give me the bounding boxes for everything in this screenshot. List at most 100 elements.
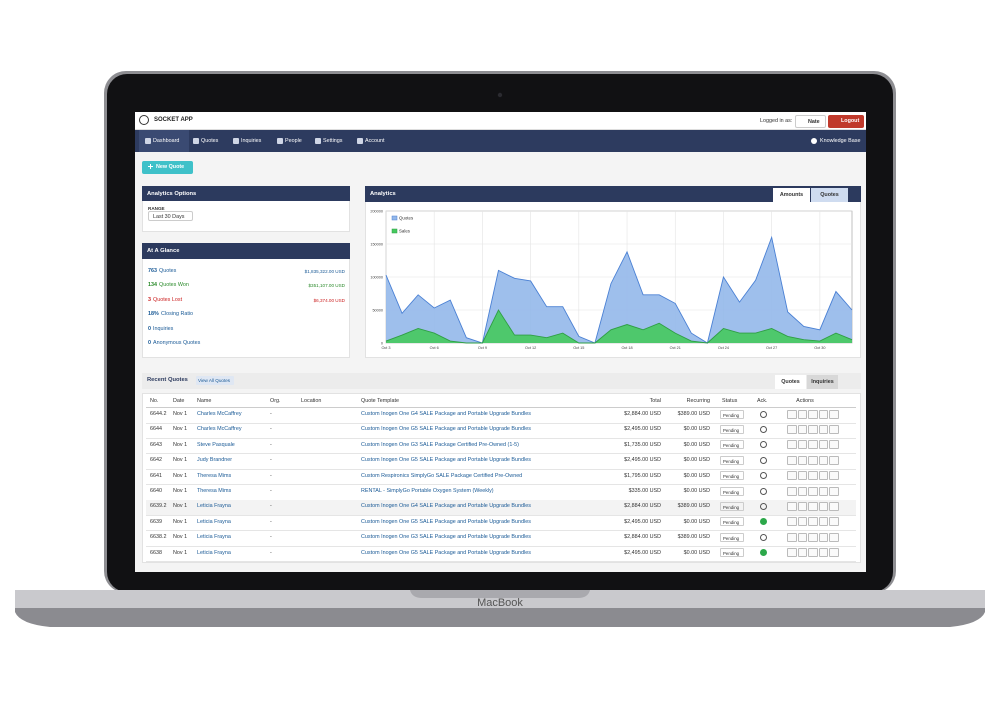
action-button[interactable] xyxy=(797,471,807,481)
action-button[interactable] xyxy=(797,532,807,542)
cell-name[interactable]: Judy Brandner xyxy=(197,457,233,464)
action-button[interactable] xyxy=(797,409,807,419)
nav-item[interactable]: People xyxy=(285,137,302,144)
action-button[interactable] xyxy=(797,440,807,450)
action-button[interactable] xyxy=(787,532,797,542)
cell-template[interactable]: Custom Inogen One G5 SALE Package and Po… xyxy=(361,518,531,525)
action-button[interactable] xyxy=(818,471,828,481)
cell-template[interactable]: Custom Respironics SimplyGo SALE Package… xyxy=(361,472,523,479)
action-button[interactable] xyxy=(787,440,797,450)
action-button[interactable] xyxy=(829,409,839,419)
action-button[interactable] xyxy=(818,424,828,434)
nav-item[interactable]: Dashboard xyxy=(153,137,180,144)
cell-template[interactable]: Custom Inogen One G5 SALE Package and Po… xyxy=(361,426,531,433)
ack-checked[interactable] xyxy=(760,518,767,526)
action-button[interactable] xyxy=(797,548,807,558)
action-button[interactable] xyxy=(797,486,807,496)
action-button[interactable] xyxy=(808,486,818,496)
cell-name[interactable]: Steve Pasquale xyxy=(197,441,235,448)
cell-template[interactable]: Custom Inogen One G5 SALE Package and Po… xyxy=(361,549,531,556)
cell-template[interactable]: Custom Inogen One G4 SALE Package and Po… xyxy=(361,503,531,510)
action-button[interactable] xyxy=(829,532,839,542)
status-select[interactable]: Pending xyxy=(720,440,744,450)
ack-circle[interactable] xyxy=(760,410,767,418)
cell-name[interactable]: Leticia Frayna xyxy=(197,518,231,525)
view-all-button[interactable]: View All Quotes xyxy=(196,376,234,385)
action-button[interactable] xyxy=(829,440,839,450)
chart-tab[interactable]: Quotes xyxy=(811,188,848,202)
action-button[interactable] xyxy=(808,532,818,542)
cell-name[interactable]: Theresa Mims xyxy=(197,472,232,479)
ack-circle[interactable] xyxy=(760,425,767,433)
nav-item[interactable]: Account xyxy=(365,137,385,144)
status-select[interactable]: Pending xyxy=(720,548,744,558)
ack-circle[interactable] xyxy=(760,441,767,449)
cell-template[interactable]: Custom Inogen One G4 SALE Package and Po… xyxy=(361,411,531,417)
logout-button[interactable]: Logout xyxy=(828,115,864,128)
action-button[interactable] xyxy=(829,501,839,511)
nav-help[interactable]: Knowledge Base xyxy=(820,137,861,144)
cell-template[interactable]: Custom Inogen One G3 SALE Package and Po… xyxy=(361,534,531,541)
action-button[interactable] xyxy=(818,548,828,558)
ack-circle[interactable] xyxy=(760,487,767,495)
nav-item[interactable]: Quotes xyxy=(201,137,219,144)
cell-name[interactable]: Charles McCaffrey xyxy=(197,426,242,433)
action-button[interactable] xyxy=(808,440,818,450)
user-button[interactable]: Nate xyxy=(795,115,826,128)
new-quote-button[interactable]: New Quote xyxy=(142,161,193,174)
status-select[interactable]: Pending xyxy=(720,532,744,542)
cell-name[interactable]: Theresa Mims xyxy=(197,488,232,494)
action-button[interactable] xyxy=(808,424,818,434)
action-button[interactable] xyxy=(818,517,828,527)
action-button[interactable] xyxy=(787,409,797,419)
table-tab[interactable]: Inquiries xyxy=(807,375,838,389)
action-button[interactable] xyxy=(829,471,839,481)
status-select[interactable]: Pending xyxy=(720,409,744,419)
cell-name[interactable]: Leticia Frayna xyxy=(197,503,231,510)
action-button[interactable] xyxy=(797,424,807,434)
action-button[interactable] xyxy=(829,548,839,558)
action-button[interactable] xyxy=(797,501,807,511)
action-button[interactable] xyxy=(787,548,797,558)
action-button[interactable] xyxy=(818,409,828,419)
nav-item[interactable]: Settings xyxy=(323,137,343,144)
action-button[interactable] xyxy=(787,486,797,496)
action-button[interactable] xyxy=(808,409,818,419)
status-select[interactable]: Pending xyxy=(720,424,744,434)
action-button[interactable] xyxy=(818,455,828,465)
status-select[interactable]: Pending xyxy=(720,486,744,496)
nav-item[interactable]: Inquiries xyxy=(241,137,262,144)
ack-circle[interactable] xyxy=(760,502,767,510)
cell-name[interactable]: Charles McCaffrey xyxy=(197,411,242,417)
cell-name[interactable]: Leticia Frayna xyxy=(197,549,231,556)
action-button[interactable] xyxy=(829,424,839,434)
table-tab[interactable]: Quotes xyxy=(775,375,806,389)
action-button[interactable] xyxy=(808,517,818,527)
ack-circle[interactable] xyxy=(760,472,767,480)
action-button[interactable] xyxy=(808,471,818,481)
action-button[interactable] xyxy=(787,501,797,511)
ack-circle[interactable] xyxy=(760,456,767,464)
action-button[interactable] xyxy=(787,455,797,465)
action-button[interactable] xyxy=(808,455,818,465)
status-select[interactable]: Pending xyxy=(720,455,744,465)
action-button[interactable] xyxy=(818,440,828,450)
action-button[interactable] xyxy=(797,455,807,465)
action-button[interactable] xyxy=(787,471,797,481)
action-button[interactable] xyxy=(808,501,818,511)
action-button[interactable] xyxy=(818,532,828,542)
cell-template[interactable]: RENTAL - SimplyGo Portable Oxygen System… xyxy=(361,488,494,494)
action-button[interactable] xyxy=(818,501,828,511)
chart-tab[interactable]: Amounts xyxy=(773,188,810,202)
status-select[interactable]: Pending xyxy=(720,471,744,481)
range-select[interactable]: Last 30 Days xyxy=(148,211,193,221)
ack-checked[interactable] xyxy=(760,549,767,557)
action-button[interactable] xyxy=(829,455,839,465)
cell-template[interactable]: Custom Inogen One G3 SALE Package Certif… xyxy=(361,441,519,448)
action-button[interactable] xyxy=(829,517,839,527)
ack-circle[interactable] xyxy=(760,533,767,541)
action-button[interactable] xyxy=(829,486,839,496)
action-button[interactable] xyxy=(818,486,828,496)
cell-name[interactable]: Leticia Frayna xyxy=(197,534,231,541)
action-button[interactable] xyxy=(808,548,818,558)
